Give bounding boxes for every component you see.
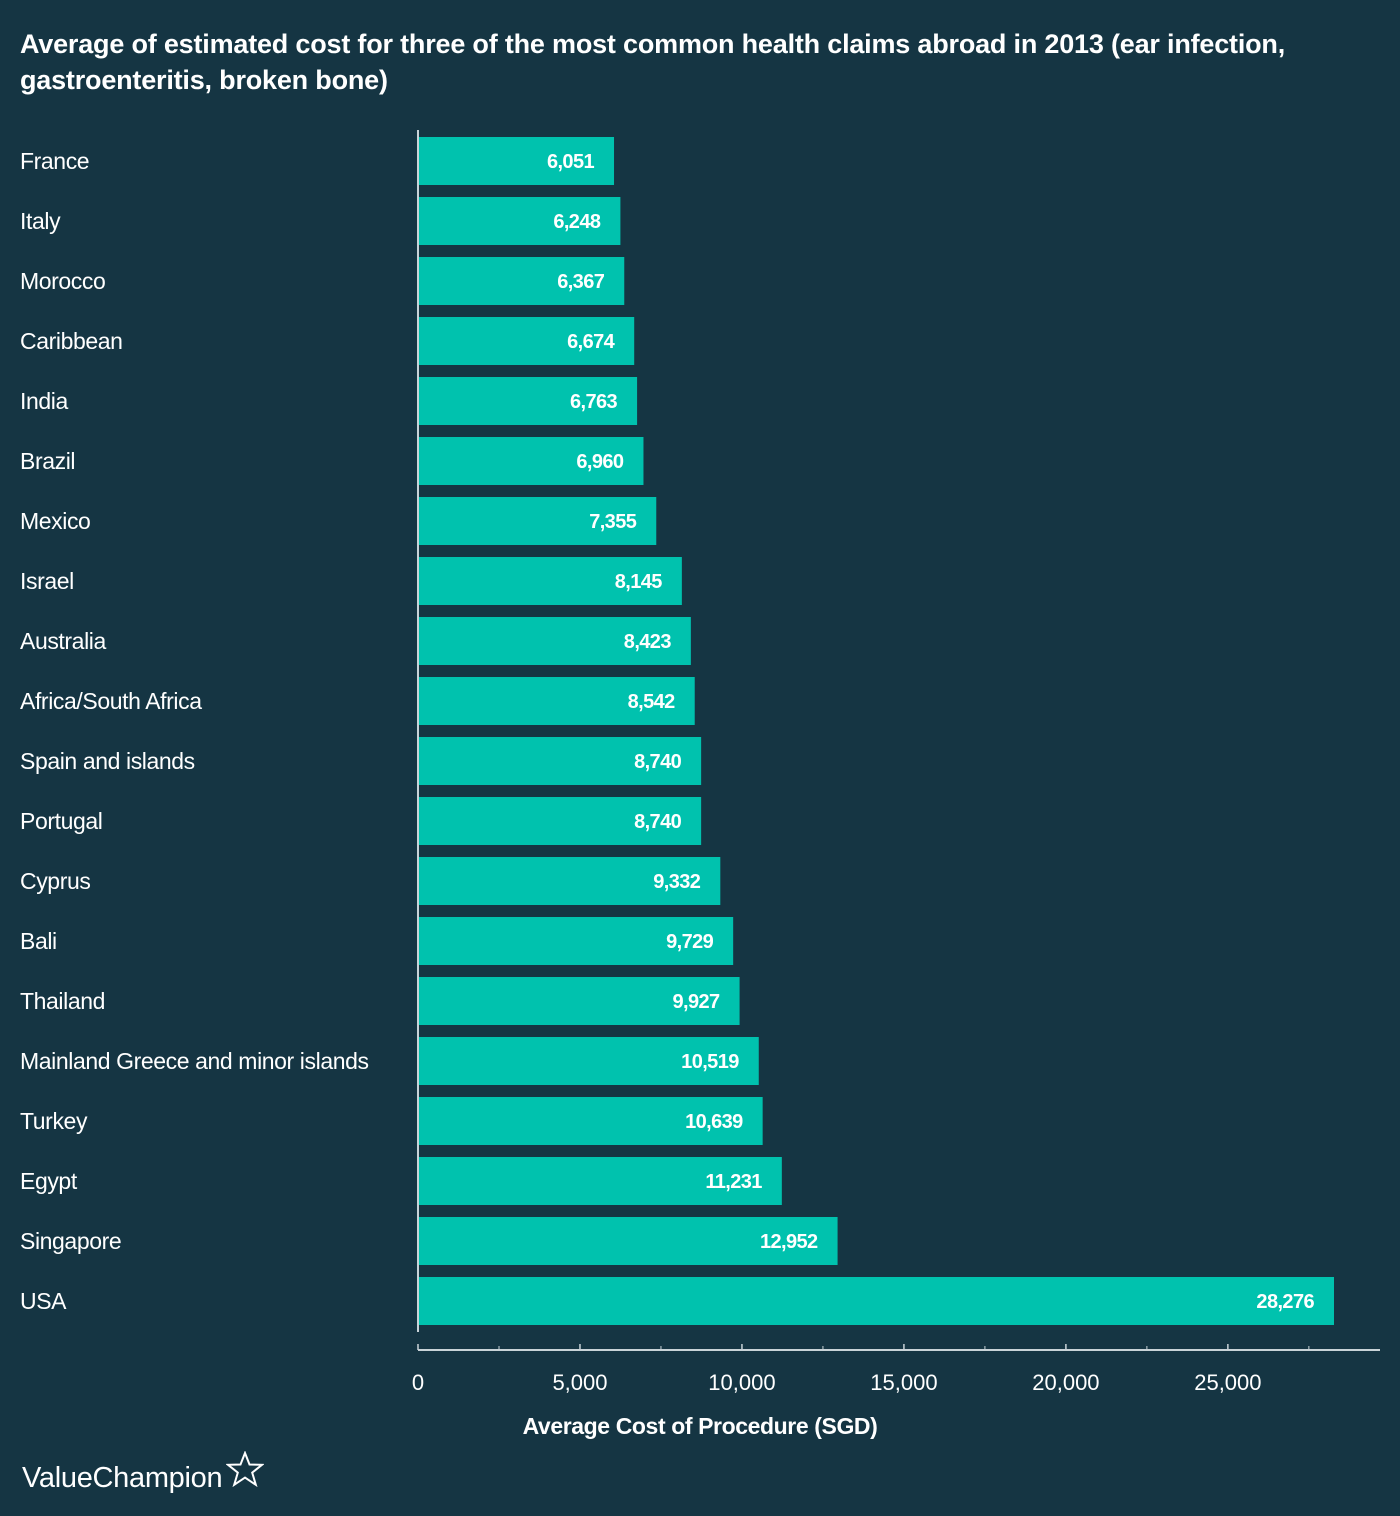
x-tick-label: 20,000	[1032, 1370, 1099, 1395]
bar-africa-south-africa	[419, 677, 695, 725]
star-outline-icon	[225, 1450, 266, 1492]
category-label: France	[20, 148, 89, 174]
brand-name: ValueChampion	[22, 1462, 223, 1494]
bar-value-label: 10,639	[685, 1111, 743, 1133]
bar-turkey	[419, 1097, 763, 1145]
x-tick-label: 0	[412, 1370, 424, 1395]
category-label: Africa/South Africa	[20, 688, 202, 714]
bar-value-label: 7,355	[589, 511, 637, 533]
bar-italy	[419, 197, 621, 245]
category-label: USA	[20, 1288, 67, 1314]
category-label: Brazil	[20, 448, 75, 474]
chart-title: Average of estimated cost for three of t…	[20, 29, 1286, 95]
x-tick-label: 10,000	[708, 1370, 775, 1395]
bar-value-label: 6,051	[547, 151, 595, 173]
bars-group: 6,051 6,248 6,367 6,674 6,763 6,960 7,355 8,145…	[419, 137, 1334, 1325]
bar-value-label: 6,367	[557, 271, 605, 293]
bar-value-label: 8,740	[634, 751, 682, 773]
category-label: Turkey	[20, 1108, 88, 1134]
bar-caribbean	[419, 317, 635, 365]
bar-value-label: 28,276	[1256, 1291, 1314, 1313]
category-labels-group: France Italy Morocco Caribbean India Brazil Me…	[20, 148, 369, 1314]
bar-value-label: 8,145	[615, 571, 663, 593]
bar-australia	[419, 617, 691, 665]
bar-value-label: 10,519	[681, 1051, 739, 1073]
category-label: Egypt	[20, 1168, 78, 1194]
category-label: Spain and islands	[20, 748, 195, 774]
bar-cyprus	[419, 857, 721, 905]
category-label: Cyprus	[20, 868, 90, 894]
bar-morocco	[419, 257, 625, 305]
category-label: Israel	[20, 568, 74, 594]
bar-france	[419, 137, 615, 185]
category-label: Italy	[20, 208, 61, 234]
bar-spain-and-islands	[419, 737, 702, 785]
x-axis-title: Average Cost of Procedure (SGD)	[523, 1413, 878, 1439]
bar-value-label: 9,927	[673, 991, 721, 1013]
category-label: India	[20, 388, 68, 414]
bar-value-label: 6,763	[570, 391, 618, 413]
bar-mainland-greece-and-minor-islands	[419, 1037, 759, 1085]
bar-value-label: 6,960	[576, 451, 624, 473]
bar-thailand	[419, 977, 740, 1025]
category-label: Morocco	[20, 268, 105, 294]
bar-value-label: 9,729	[666, 931, 714, 953]
x-axis-group: 0 5,000 10,000 15,000 20,000 25,000	[412, 130, 1380, 1395]
x-tick-label: 15,000	[870, 1370, 937, 1395]
category-label: Australia	[20, 628, 106, 654]
category-label: Mainland Greece and minor islands	[20, 1048, 369, 1074]
category-label: Singapore	[20, 1228, 121, 1254]
bar-israel	[419, 557, 682, 605]
category-label: Thailand	[20, 988, 105, 1014]
category-label: Mexico	[20, 508, 90, 534]
x-tick-label: 5,000	[552, 1370, 607, 1395]
bar-value-label: 9,332	[653, 871, 701, 893]
bar-mexico	[419, 497, 657, 545]
bar-value-label: 6,674	[567, 331, 616, 353]
bar-value-label: 11,231	[705, 1171, 762, 1193]
bar-portugal	[419, 797, 702, 845]
bar-value-label: 12,952	[760, 1231, 818, 1253]
bar-egypt	[419, 1157, 782, 1205]
bar-singapore	[419, 1217, 838, 1265]
category-label: Caribbean	[20, 328, 123, 354]
bar-value-label: 8,542	[628, 691, 676, 713]
bar-usa	[419, 1277, 1334, 1325]
bar-value-label: 6,248	[553, 211, 601, 233]
category-label: Bali	[20, 928, 57, 954]
category-label: Portugal	[20, 808, 102, 834]
bar-india	[419, 377, 638, 425]
bar-brazil	[419, 437, 644, 485]
bar-bali	[419, 917, 734, 965]
brand-logo: ValueChampion	[22, 1450, 266, 1495]
bar-value-label: 8,740	[634, 811, 682, 833]
bar-value-label: 8,423	[624, 631, 672, 653]
x-tick-label: 25,000	[1194, 1370, 1261, 1395]
